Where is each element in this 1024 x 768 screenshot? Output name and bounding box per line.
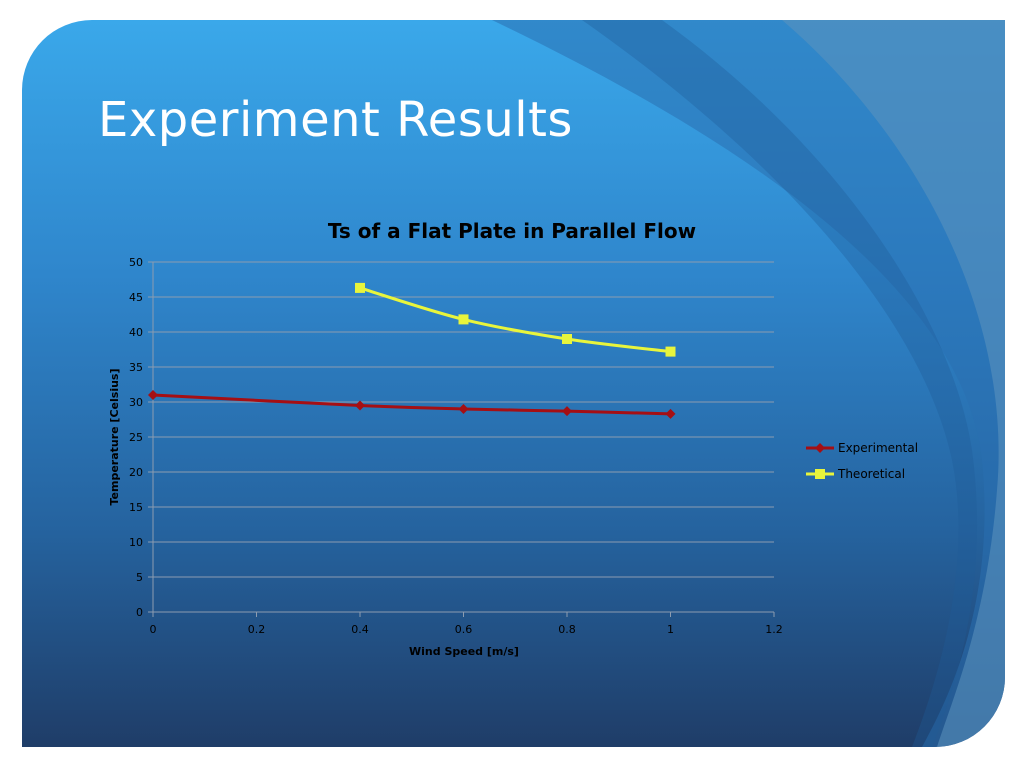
y-tick-label: 20: [129, 466, 143, 479]
slide: Experiment Results: [22, 20, 1005, 747]
x-tick-label: 0.8: [558, 623, 576, 636]
legend-label: Theoretical: [837, 467, 905, 481]
legend-item-experimental: Experimental: [806, 441, 918, 455]
y-tick-label: 30: [129, 396, 143, 409]
y-tick-label: 35: [129, 361, 143, 374]
y-tick-label: 45: [129, 291, 143, 304]
data-point-marker: [148, 390, 158, 400]
data-point-marker: [562, 406, 572, 417]
chart-legend: Experimental Theoretical: [806, 441, 918, 481]
y-tick-label: 50: [129, 256, 143, 269]
y-tick-label: 0: [136, 606, 143, 619]
legend-marker: [815, 443, 825, 453]
x-tick-label: 0.4: [351, 623, 369, 636]
x-axis-title: Wind Speed [m/s]: [409, 645, 519, 658]
x-tick-label: 0.6: [455, 623, 473, 636]
data-point-marker: [458, 314, 469, 325]
y-tick-label: 40: [129, 326, 143, 339]
chart-title: Ts of a Flat Plate in Parallel Flow: [328, 219, 696, 243]
y-tick-label: 25: [129, 431, 143, 444]
y-axis-tick-labels: 0 5 10 15 20 25 30 35 40 45 50: [129, 256, 143, 619]
series-experimental: [148, 390, 676, 419]
slide-title: Experiment Results: [98, 92, 573, 148]
chart-series: [148, 282, 676, 419]
series-line: [152, 393, 671, 416]
legend-label: Experimental: [838, 441, 918, 455]
x-tick-label: 1: [667, 623, 674, 636]
legend-item-theoretical: Theoretical: [806, 467, 905, 481]
y-tick-label: 15: [129, 501, 143, 514]
y-axis-title: Temperature [Celsius]: [108, 368, 121, 505]
x-tick-label: 0.2: [248, 623, 266, 636]
data-point-marker: [665, 346, 676, 357]
data-point-marker: [355, 282, 365, 293]
data-point-marker: [665, 408, 676, 419]
legend-marker: [815, 469, 825, 479]
series-line: [359, 286, 671, 354]
slide-background-decoration: [492, 20, 1005, 747]
x-tick-label: 0: [150, 623, 157, 636]
chart-axes: [148, 261, 775, 617]
y-tick-label: 10: [129, 536, 143, 549]
x-axis-tick-labels: 0 0.2 0.4 0.6 0.8 1 1.2: [150, 623, 783, 636]
data-point-marker: [355, 400, 365, 411]
chart-gridlines: [153, 261, 774, 578]
data-point-marker: [458, 404, 469, 414]
x-tick-label: 1.2: [765, 623, 783, 636]
y-tick-label: 5: [136, 571, 143, 584]
data-point-marker: [562, 334, 572, 344]
series-theoretical: [355, 282, 676, 357]
